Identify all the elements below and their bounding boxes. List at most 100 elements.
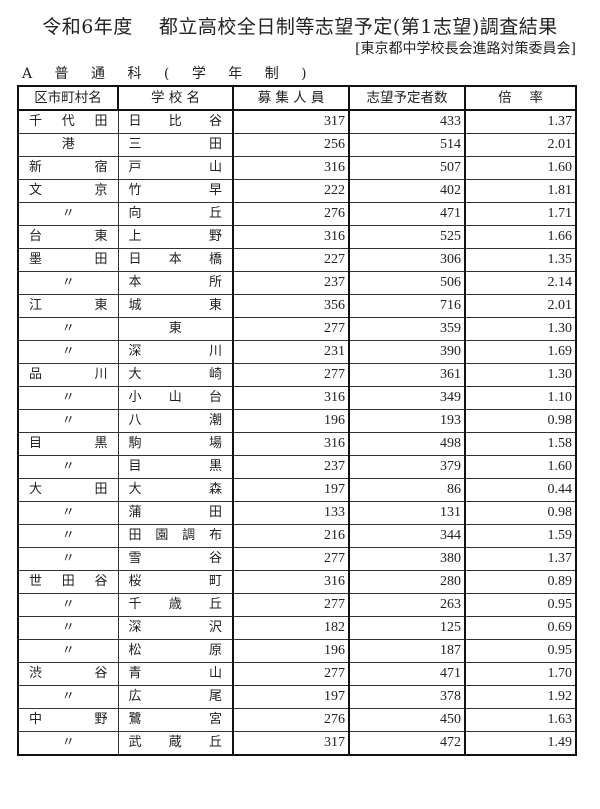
cell-capacity: 316 bbox=[232, 386, 350, 410]
cell-school: 武蔵丘 bbox=[117, 731, 234, 756]
cell-school: 本所 bbox=[117, 271, 234, 295]
cell-ratio: 1.30 bbox=[464, 317, 577, 341]
header-capacity: 募 集 人 員 bbox=[232, 85, 350, 111]
table-row: 〃蒲田 133 131 0.98 bbox=[17, 501, 577, 525]
cell-ratio: 2.14 bbox=[464, 271, 577, 295]
cell-capacity: 276 bbox=[232, 708, 350, 732]
cell-applicants: 390 bbox=[348, 340, 466, 364]
table-row: 〃武蔵丘 317 472 1.49 bbox=[17, 731, 577, 756]
cell-applicants: 306 bbox=[348, 248, 466, 272]
cell-capacity: 316 bbox=[232, 432, 350, 456]
cell-ratio: 1.37 bbox=[464, 547, 577, 571]
cell-applicants: 525 bbox=[348, 225, 466, 249]
cell-school: 向丘 bbox=[117, 202, 234, 226]
cell-school: 大森 bbox=[117, 478, 234, 502]
cell-ratio: 1.63 bbox=[464, 708, 577, 732]
cell-ratio: 1.69 bbox=[464, 340, 577, 364]
table-row: 文京 竹早 222 402 1.81 bbox=[17, 179, 577, 203]
cell-applicants: 498 bbox=[348, 432, 466, 456]
cell-capacity: 277 bbox=[232, 317, 350, 341]
cell-capacity: 197 bbox=[232, 478, 350, 502]
cell-school: 田園調布 bbox=[117, 524, 234, 548]
cell-school: 深沢 bbox=[117, 616, 234, 640]
table-row: 世田谷 桜町 316 280 0.89 bbox=[17, 570, 577, 594]
cell-ratio: 0.95 bbox=[464, 639, 577, 663]
cell-school: 千歳丘 bbox=[117, 593, 234, 617]
cell-district: 〃 bbox=[17, 386, 119, 410]
cell-district: 〃 bbox=[17, 616, 119, 640]
cell-ratio: 1.59 bbox=[464, 524, 577, 548]
cell-district: 新宿 bbox=[17, 156, 119, 180]
table-row: 渋谷 青山 277 471 1.70 bbox=[17, 662, 577, 686]
table-row: 新宿 戸山 316 507 1.60 bbox=[17, 156, 577, 180]
cell-district: 世田谷 bbox=[17, 570, 119, 594]
cell-district: 〃 bbox=[17, 685, 119, 709]
cell-ratio: 1.92 bbox=[464, 685, 577, 709]
cell-school: 上野 bbox=[117, 225, 234, 249]
cell-capacity: 277 bbox=[232, 547, 350, 571]
cell-school: 青山 bbox=[117, 662, 234, 686]
cell-applicants: 378 bbox=[348, 685, 466, 709]
table-row: 港三田 256 514 2.01 bbox=[17, 133, 577, 157]
cell-district: 〃 bbox=[17, 501, 119, 525]
cell-applicants: 379 bbox=[348, 455, 466, 479]
table-row: 〃深川 231 390 1.69 bbox=[17, 340, 577, 364]
cell-district: 目黒 bbox=[17, 432, 119, 456]
table-row: 〃目黒 237 379 1.60 bbox=[17, 455, 577, 479]
cell-capacity: 317 bbox=[232, 109, 350, 134]
cell-capacity: 231 bbox=[232, 340, 350, 364]
cell-school: 広尾 bbox=[117, 685, 234, 709]
cell-capacity: 277 bbox=[232, 363, 350, 387]
cell-capacity: 277 bbox=[232, 662, 350, 686]
cell-applicants: 433 bbox=[348, 109, 466, 134]
cell-school: 戸山 bbox=[117, 156, 234, 180]
cell-ratio: 1.66 bbox=[464, 225, 577, 249]
cell-district: 千代田 bbox=[17, 109, 119, 134]
table-header-row: 区市町村名 学 校 名 募 集 人 員 志望予定者数 倍 率 bbox=[17, 85, 577, 111]
table-row: 〃千歳丘 277 263 0.95 bbox=[17, 593, 577, 617]
cell-district: 台東 bbox=[17, 225, 119, 249]
cell-district: 〃 bbox=[17, 524, 119, 548]
table-row: 台東 上野 316 525 1.66 bbox=[17, 225, 577, 249]
cell-applicants: 450 bbox=[348, 708, 466, 732]
cell-district: 〃 bbox=[17, 455, 119, 479]
cell-school: 日比谷 bbox=[117, 109, 234, 134]
cell-ratio: 1.49 bbox=[464, 731, 577, 756]
cell-capacity: 317 bbox=[232, 731, 350, 756]
cell-applicants: 359 bbox=[348, 317, 466, 341]
table-row: 〃東 277 359 1.30 bbox=[17, 317, 577, 341]
cell-school: 八潮 bbox=[117, 409, 234, 433]
cell-school: 小山台 bbox=[117, 386, 234, 410]
cell-ratio: 1.10 bbox=[464, 386, 577, 410]
cell-school: 桜町 bbox=[117, 570, 234, 594]
document-title: 令和6年度 都立高校全日制等志望予定(第1志望)調査結果 bbox=[42, 16, 558, 38]
cell-ratio: 1.60 bbox=[464, 156, 577, 180]
cell-capacity: 182 bbox=[232, 616, 350, 640]
cell-district: 大田 bbox=[17, 478, 119, 502]
cell-applicants: 131 bbox=[348, 501, 466, 525]
table-row: 〃深沢 182 125 0.69 bbox=[17, 616, 577, 640]
cell-capacity: 197 bbox=[232, 685, 350, 709]
table-row: 〃八潮 196 193 0.98 bbox=[17, 409, 577, 433]
cell-capacity: 276 bbox=[232, 202, 350, 226]
cell-district: 文京 bbox=[17, 179, 119, 203]
cell-district: 〃 bbox=[17, 593, 119, 617]
cell-district: 渋谷 bbox=[17, 662, 119, 686]
cell-ratio: 1.60 bbox=[464, 455, 577, 479]
cell-applicants: 193 bbox=[348, 409, 466, 433]
cell-district: 〃 bbox=[17, 271, 119, 295]
cell-applicants: 349 bbox=[348, 386, 466, 410]
cell-ratio: 1.30 bbox=[464, 363, 577, 387]
cell-school: 雪谷 bbox=[117, 547, 234, 571]
cell-applicants: 187 bbox=[348, 639, 466, 663]
cell-district: 〃 bbox=[17, 731, 119, 756]
cell-district: 〃 bbox=[17, 317, 119, 341]
cell-applicants: 514 bbox=[348, 133, 466, 157]
table-row: 〃広尾 197 378 1.92 bbox=[17, 685, 577, 709]
cell-district: 〃 bbox=[17, 547, 119, 571]
cell-ratio: 1.71 bbox=[464, 202, 577, 226]
cell-school: 東 bbox=[117, 317, 234, 341]
cell-capacity: 216 bbox=[232, 524, 350, 548]
cell-capacity: 316 bbox=[232, 570, 350, 594]
cell-district: 中野 bbox=[17, 708, 119, 732]
